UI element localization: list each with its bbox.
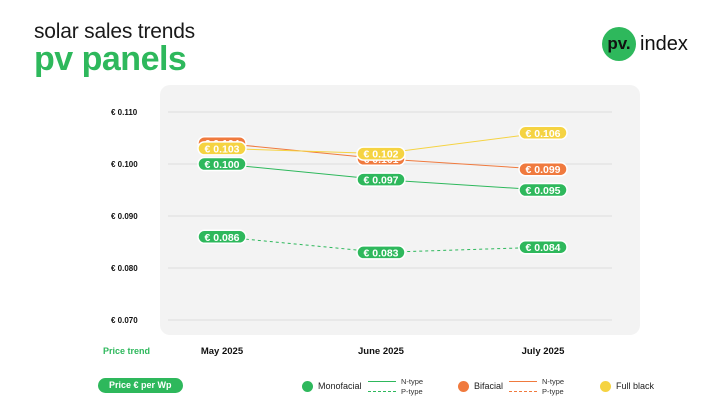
- legend-dot-monofacial: [302, 380, 313, 392]
- legend-dot-full-black: [600, 380, 611, 392]
- legend-dot-bifacial: [458, 380, 469, 392]
- data-label: € 0.106: [525, 128, 560, 140]
- legend-ptype-monofacial: P-type: [401, 386, 423, 396]
- legend-label-monofacial: Monofacial: [318, 381, 362, 391]
- data-label: € 0.102: [363, 149, 398, 161]
- legend-ntype-monofacial: N-type: [401, 376, 424, 386]
- data-point: [518, 182, 568, 198]
- legend-linetypes-bifacial: N-type P-type: [509, 376, 564, 396]
- category-axis-label: Price trend: [103, 346, 150, 356]
- data-label: € 0.095: [525, 185, 560, 197]
- unit-badge: Price € per Wp: [98, 378, 183, 393]
- data-point: [197, 141, 247, 156]
- y-tick-label: € 0.080: [111, 264, 138, 273]
- x-tick-label: May 2025: [201, 346, 244, 357]
- data-point: [197, 229, 247, 245]
- x-tick-label: July 2025: [522, 346, 565, 357]
- data-point: [518, 125, 568, 141]
- logo-badge: pv.: [602, 27, 636, 61]
- data-label: € 0.086: [204, 232, 239, 244]
- data-label: € 0.099: [525, 164, 560, 176]
- logo-text: index: [640, 32, 688, 55]
- data-point: [356, 245, 406, 260]
- data-point: [197, 156, 247, 172]
- data-label: € 0.084: [525, 242, 560, 254]
- data-point: [356, 146, 406, 161]
- data-label: € 0.083: [363, 247, 398, 259]
- legend-item-bifacial: Bifacial: [458, 376, 503, 396]
- brand-logo: pv. index: [602, 27, 688, 61]
- data-point: [356, 172, 406, 187]
- header-subtitle: solar sales trends: [34, 20, 195, 43]
- x-tick-label: June 2025: [358, 346, 405, 357]
- data-label: € 0.103: [204, 143, 239, 155]
- legend-label-bifacial: Bifacial: [474, 381, 504, 391]
- y-tick-label: € 0.100: [111, 160, 138, 169]
- legend-label-full-black: Full black: [616, 381, 655, 391]
- data-label: € 0.100: [204, 159, 239, 171]
- legend-linetypes-monofacial: N-type P-type: [368, 376, 423, 396]
- data-point: [518, 161, 568, 177]
- data-label: € 0.097: [363, 175, 398, 187]
- legend-item-monofacial: Monofacial: [302, 376, 362, 396]
- legend-item-full-black: Full black: [600, 376, 654, 396]
- page-title: pv panels: [34, 40, 187, 78]
- legend-ntype-bifacial: N-type: [542, 376, 565, 386]
- data-point: [518, 239, 568, 255]
- y-tick-label: € 0.110: [111, 108, 138, 117]
- legend-ptype-bifacial: P-type: [542, 386, 564, 396]
- y-tick-label: € 0.070: [111, 316, 138, 325]
- y-tick-label: € 0.090: [111, 212, 138, 221]
